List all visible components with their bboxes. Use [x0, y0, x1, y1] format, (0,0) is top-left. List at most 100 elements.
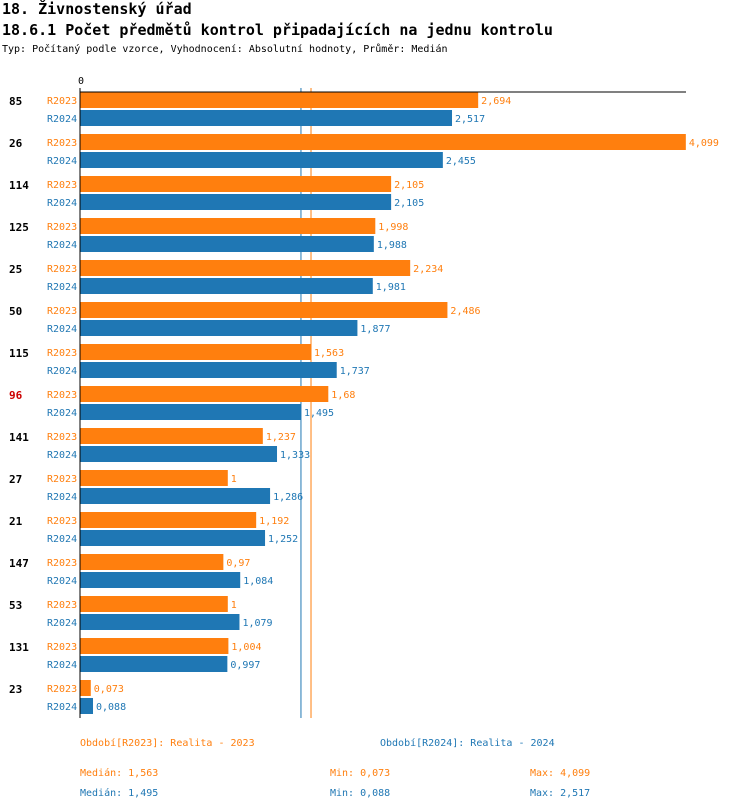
data-label-r2023: 1,237: [266, 432, 296, 443]
bar-r2024: [80, 194, 392, 210]
series-label-r2024: R2024: [47, 492, 77, 503]
category-label: 26: [9, 137, 23, 150]
category-label: 147: [9, 557, 29, 570]
bar-r2024: [80, 110, 453, 126]
series-label-r2024: R2024: [47, 450, 77, 461]
bar-r2024: [80, 656, 228, 672]
bar-r2024: [80, 236, 374, 252]
series-label-r2023: R2023: [47, 558, 77, 569]
series-label-r2024: R2024: [47, 576, 77, 587]
bar-r2024: [80, 698, 94, 714]
section-title: 18. Živnostenský úřad: [2, 0, 192, 18]
bar-r2023: [80, 428, 263, 444]
series-label-r2023: R2023: [47, 264, 77, 275]
bar-r2024: [80, 362, 337, 378]
data-label-r2023: 1: [231, 600, 237, 611]
category-label: 25: [9, 263, 22, 276]
series-label-r2023: R2023: [47, 642, 77, 653]
series-label-r2024: R2024: [47, 324, 77, 335]
bar-r2024: [80, 404, 301, 420]
median-r2023: Medián: 1,563: [80, 768, 159, 779]
data-label-r2024: 2,517: [455, 114, 485, 125]
min-r2024: Min: 0,088: [330, 788, 391, 799]
category-label: 50: [9, 305, 22, 318]
series-label-r2023: R2023: [47, 432, 77, 443]
bar-r2024: [80, 530, 266, 546]
data-label-r2023: 2,234: [413, 264, 443, 275]
series-label-r2023: R2023: [47, 684, 77, 695]
bar-r2023: [80, 218, 376, 234]
legend-r2024: Období[R2024]: Realita - 2024: [380, 738, 555, 749]
data-label-r2023: 0,073: [94, 684, 124, 695]
data-label-r2024: 1,084: [243, 576, 273, 587]
series-label-r2023: R2023: [47, 390, 77, 401]
series-label-r2024: R2024: [47, 660, 77, 671]
series-label-r2023: R2023: [47, 474, 77, 485]
series-label-r2024: R2024: [47, 702, 77, 713]
bar-r2023: [80, 386, 329, 402]
data-label-r2024: 1,877: [360, 324, 390, 335]
series-label-r2024: R2024: [47, 114, 77, 125]
bar-chart: 0 85 R2023 2,694 R2024 2,517 26 R2023 4,099 R2024…: [9, 76, 719, 718]
bar-r2023: [80, 260, 411, 276]
data-label-r2024: 1,988: [377, 240, 407, 251]
data-label-r2024: 2,455: [446, 156, 476, 167]
data-label-r2023: 1,563: [314, 348, 344, 359]
category-label: 85: [9, 95, 22, 108]
data-label-r2024: 2,105: [394, 198, 424, 209]
bar-r2023: [80, 680, 91, 696]
category-label: 131: [9, 641, 29, 654]
bar-r2024: [80, 614, 240, 630]
series-label-r2024: R2024: [47, 198, 77, 209]
bar-r2024: [80, 488, 271, 504]
series-label-r2023: R2023: [47, 222, 77, 233]
series-label-r2023: R2023: [47, 306, 77, 317]
series-label-r2024: R2024: [47, 366, 77, 377]
x-axis-origin-label: 0: [78, 76, 84, 87]
data-label-r2024: 1,495: [304, 408, 334, 419]
data-label-r2024: 1,333: [280, 450, 310, 461]
min-r2023: Min: 0,073: [330, 768, 391, 779]
chart-title: 18.6.1 Počet předmětů kontrol připadajíc…: [2, 21, 553, 39]
bar-r2024: [80, 152, 443, 168]
data-label-r2023: 1,68: [331, 390, 355, 401]
bar-r2023: [80, 176, 392, 192]
data-label-r2023: 1,998: [378, 222, 408, 233]
max-r2024: Max: 2,517: [530, 788, 591, 799]
series-label-r2024: R2024: [47, 408, 77, 419]
data-label-r2024: 1,737: [340, 366, 370, 377]
data-label-r2024: 1,079: [242, 618, 272, 629]
data-label-r2024: 1,286: [273, 492, 303, 503]
data-label-r2023: 0,97: [226, 558, 250, 569]
series-label-r2023: R2023: [47, 96, 77, 107]
bar-r2023: [80, 554, 224, 570]
series-label-r2024: R2024: [47, 240, 77, 251]
series-label-r2023: R2023: [47, 138, 77, 149]
bar-r2024: [80, 446, 278, 462]
legend-r2023: Období[R2023]: Realita - 2023: [80, 738, 255, 749]
bar-r2023: [80, 470, 228, 486]
bar-r2023: [80, 134, 686, 150]
series-label-r2024: R2024: [47, 156, 77, 167]
category-label: 27: [9, 473, 22, 486]
series-label-r2024: R2024: [47, 534, 77, 545]
bar-r2023: [80, 344, 312, 360]
max-r2023: Max: 4,099: [530, 768, 591, 779]
data-label-r2023: 2,694: [481, 96, 511, 107]
series-label-r2024: R2024: [47, 282, 77, 293]
category-label: 125: [9, 221, 29, 234]
series-label-r2023: R2023: [47, 600, 77, 611]
bar-r2023: [80, 638, 229, 654]
data-label-r2023: 2,486: [450, 306, 480, 317]
data-label-r2023: 1,192: [259, 516, 289, 527]
category-label: 115: [9, 347, 29, 360]
category-label: 141: [9, 431, 29, 444]
bar-r2023: [80, 512, 257, 528]
category-label: 53: [9, 599, 22, 612]
bar-r2023: [80, 302, 448, 318]
data-label-r2024: 0,997: [230, 660, 260, 671]
median-r2024: Medián: 1,495: [80, 788, 159, 799]
chart-subtitle: Typ: Počítaný podle vzorce, Vyhodnocení:…: [2, 44, 448, 55]
series-label-r2023: R2023: [47, 516, 77, 527]
series-label-r2024: R2024: [47, 618, 77, 629]
